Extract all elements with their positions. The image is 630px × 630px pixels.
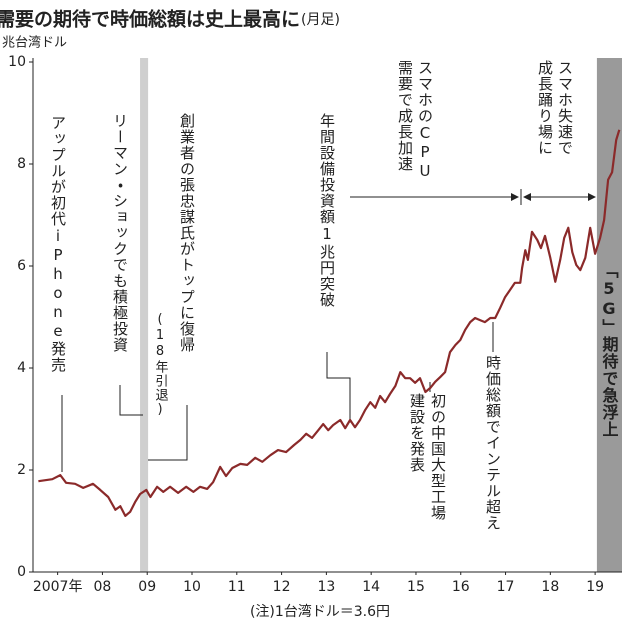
x-tick-label: 11	[228, 579, 246, 595]
title-note: (月足)	[301, 12, 340, 28]
y-tick-label: 4	[17, 360, 26, 376]
x-tick-label: 14	[362, 579, 380, 595]
annotation: 初の中国大型工場	[429, 393, 447, 521]
annotation: アップルが初代iPhone発売	[49, 115, 67, 373]
annotation: 年間設備投資額1兆円突破	[318, 113, 336, 308]
chart-title: 5G需要の期待で時価総額は史上最高に	[0, 8, 300, 31]
annotation-note: (18年引退)	[153, 312, 169, 418]
x-tick-label: 17	[497, 579, 515, 595]
annotation: 時価総額でインテル超え	[484, 355, 502, 531]
annotation: リーマン・ショックでも積極投資	[111, 113, 129, 353]
y-tick-label: 6	[17, 258, 26, 274]
annotation: 「5G」期待で急浮上	[600, 262, 619, 438]
leader-line	[119, 385, 143, 416]
y-tick-label: 8	[17, 156, 26, 172]
y-axis-label: 兆台湾ドル	[2, 35, 67, 51]
x-tick-label: 09	[138, 579, 156, 595]
footnote: (注)1台湾ドル＝3.6円	[250, 603, 390, 620]
y-tick-label: 2	[17, 462, 26, 478]
x-tick-label: 15	[407, 579, 425, 595]
annotation: 建設を発表	[408, 393, 426, 473]
shaded-period	[140, 58, 149, 572]
annotation: 創業者の張忠謀氏がトップに復帰	[178, 113, 196, 353]
annotation: スマホ失速で	[556, 60, 574, 156]
leader-line	[326, 352, 351, 420]
y-tick-label: 0	[17, 564, 26, 580]
x-tick-label: 13	[317, 579, 335, 595]
y-tick-label: 10	[8, 54, 26, 70]
annotation: 需要で成長加速	[396, 60, 414, 172]
x-tick-label: 08	[94, 579, 112, 595]
shaded-period	[596, 58, 622, 572]
x-tick-label: 19	[586, 579, 604, 595]
x-tick-label: 10	[183, 579, 201, 595]
x-tick-label: 2007年	[33, 579, 83, 595]
annotation: スマホのCPU	[416, 60, 434, 181]
x-tick-label: 16	[452, 579, 470, 595]
leader-line	[148, 405, 188, 461]
annotation: 成長踊り場に	[536, 60, 554, 156]
data-line	[38, 129, 621, 518]
x-tick-label: 18	[541, 579, 559, 595]
x-tick-label: 12	[273, 579, 291, 595]
